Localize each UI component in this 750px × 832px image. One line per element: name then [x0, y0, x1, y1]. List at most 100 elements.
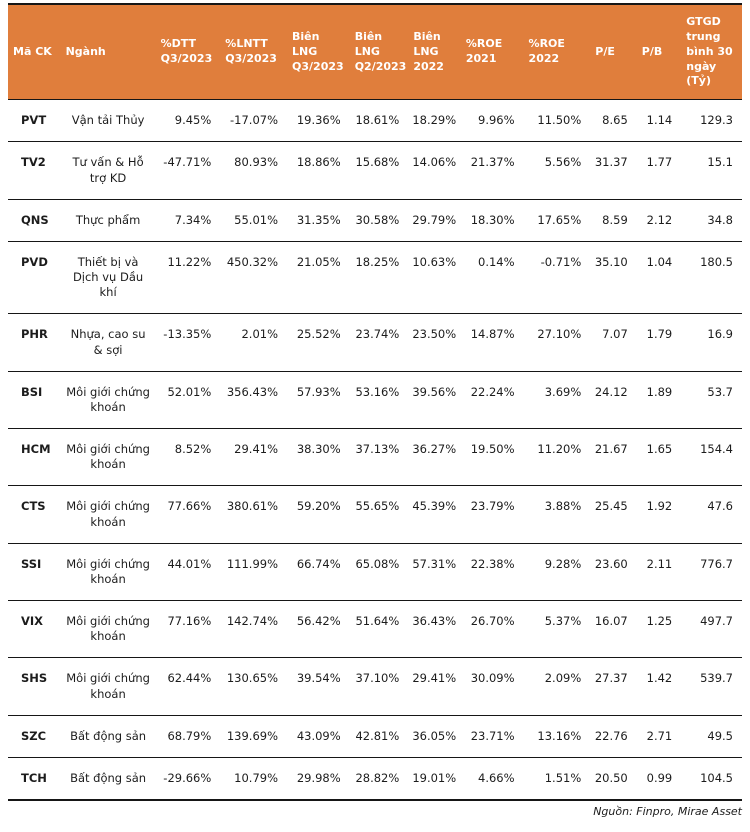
metric-value: 2.11	[636, 542, 682, 601]
table-body: PVT Vận tải Thủy 9.45% -17.07% 19.36% 18.61% 1…	[8, 99, 742, 801]
metric-value: 15.1	[681, 141, 742, 200]
metric-value: 23.79%	[460, 485, 524, 544]
metric-value: 57.31%	[408, 542, 461, 601]
industry-name: Môi giới chứng khoán	[60, 370, 156, 429]
metric-value: 1.14	[636, 99, 682, 142]
metric-value: 23.71%	[460, 714, 524, 758]
metric-value: 356.43%	[220, 370, 288, 429]
metric-value: 31.35%	[287, 198, 350, 242]
industry-name: Nhựa, cao su & sợi	[60, 313, 156, 372]
metric-value: 1.92	[636, 485, 682, 544]
column-header: Biên LNG Q3/2023	[287, 4, 350, 100]
stock-code: SHS	[8, 657, 61, 716]
metric-value: 14.87%	[460, 313, 524, 372]
metric-value: 36.05%	[408, 714, 461, 758]
metric-value: 139.69%	[220, 714, 288, 758]
metric-value: 14.06%	[408, 141, 461, 200]
metric-value: 2.09%	[523, 657, 591, 716]
stock-code: HCM	[8, 428, 61, 486]
metric-value: 55.01%	[220, 198, 288, 242]
metric-value: 80.93%	[220, 141, 288, 200]
metric-value: 5.56%	[523, 141, 591, 200]
metric-value: 19.50%	[460, 428, 524, 486]
metric-value: 21.05%	[287, 240, 350, 314]
metric-value: 42.81%	[349, 714, 409, 758]
metric-value: 56.42%	[287, 600, 350, 658]
table-row: SHS Môi giới chứng khoán 62.44% 130.65% 39.5…	[8, 657, 742, 716]
metric-value: 77.66%	[155, 485, 221, 544]
metric-value: 15.68%	[349, 141, 409, 200]
table-row: SZC Bất động sản 68.79% 139.69% 43.09% 42.81%…	[8, 714, 742, 758]
metric-value: 3.88%	[523, 485, 591, 544]
metric-value: 2.01%	[220, 313, 288, 372]
metric-value: 10.63%	[408, 240, 461, 314]
industry-name: Môi giới chứng khoán	[60, 485, 156, 544]
metric-value: 24.12	[590, 370, 637, 429]
metric-value: 7.07	[590, 313, 637, 372]
table-row: BSI Môi giới chứng khoán 52.01% 356.43% 57.9…	[8, 370, 742, 429]
table-row: TCH Bất động sản -29.66% 10.79% 29.98% 28.82%…	[8, 757, 742, 801]
metric-value: 52.01%	[155, 370, 221, 429]
metric-value: 22.24%	[460, 370, 524, 429]
metric-value: 39.56%	[408, 370, 461, 429]
column-header: Mã CK	[8, 4, 61, 100]
metric-value: 62.44%	[155, 657, 221, 716]
metric-value: 25.52%	[287, 313, 350, 372]
metric-value: -17.07%	[220, 99, 288, 142]
metric-value: 30.58%	[349, 198, 409, 242]
metric-value: 0.14%	[460, 240, 524, 314]
column-header: %ROE 2022	[523, 4, 591, 100]
metric-value: 38.30%	[287, 428, 350, 486]
metric-value: 29.79%	[408, 198, 461, 242]
metric-value: 30.09%	[460, 657, 524, 716]
metric-value: 25.45	[590, 485, 637, 544]
stock-code: SSI	[8, 542, 61, 601]
metric-value: 539.7	[681, 657, 742, 716]
column-header: Ngành	[60, 4, 156, 100]
stock-metrics-table: Mã CK Ngành %DTT Q3/2023 %LNTT Q3/2023 Biên …	[8, 3, 742, 802]
industry-name: Bất động sản	[60, 714, 156, 758]
table-row: SSI Môi giới chứng khoán 44.01% 111.99% 66.7…	[8, 542, 742, 601]
metric-value: 9.45%	[155, 99, 221, 142]
metric-value: 111.99%	[220, 542, 288, 601]
metric-value: 34.8	[681, 198, 742, 242]
metric-value: 142.74%	[220, 600, 288, 658]
metric-value: 27.10%	[523, 313, 591, 372]
column-header: %LNTT Q3/2023	[220, 4, 288, 100]
metric-value: 17.65%	[523, 198, 591, 242]
metric-value: 5.37%	[523, 600, 591, 658]
metric-value: 19.01%	[408, 757, 461, 801]
metric-value: 11.22%	[155, 240, 221, 314]
metric-value: 65.08%	[349, 542, 409, 601]
metric-value: 44.01%	[155, 542, 221, 601]
stock-code: PVD	[8, 240, 61, 314]
metric-value: 39.54%	[287, 657, 350, 716]
metric-value: 130.65%	[220, 657, 288, 716]
table-row: TV2 Tư vấn & Hỗ trợ KD -47.71% 80.93% 18.86%…	[8, 141, 742, 200]
metric-value: 77.16%	[155, 600, 221, 658]
source-note: Nguồn: Finpro, Mirae Asset	[593, 805, 742, 819]
industry-name: Thiết bị và Dịch vụ Dầu khí	[60, 240, 156, 314]
industry-name: Tư vấn & Hỗ trợ KD	[60, 141, 156, 200]
industry-name: Thực phẩm	[60, 198, 156, 242]
metric-value: 13.16%	[523, 714, 591, 758]
metric-value: 1.77	[636, 141, 682, 200]
metric-value: 180.5	[681, 240, 742, 314]
table-row: PVT Vận tải Thủy 9.45% -17.07% 19.36% 18.61% 1…	[8, 99, 742, 142]
metric-value: 129.3	[681, 99, 742, 142]
metric-value: -29.66%	[155, 757, 221, 801]
metric-value: 18.61%	[349, 99, 409, 142]
table-row: QNS Thực phẩm 7.34% 55.01% 31.35% 30.58% 29.79…	[8, 198, 742, 242]
column-header: Biên LNG Q2/2023	[349, 4, 409, 100]
metric-value: 47.6	[681, 485, 742, 544]
metric-value: 3.69%	[523, 370, 591, 429]
metric-value: 22.76	[590, 714, 637, 758]
metric-value: 43.09%	[287, 714, 350, 758]
metric-value: 1.89	[636, 370, 682, 429]
metric-value: 1.65	[636, 428, 682, 486]
metric-value: 10.79%	[220, 757, 288, 801]
metric-value: 59.20%	[287, 485, 350, 544]
stock-code: BSI	[8, 370, 61, 429]
stock-code: SZC	[8, 714, 61, 758]
